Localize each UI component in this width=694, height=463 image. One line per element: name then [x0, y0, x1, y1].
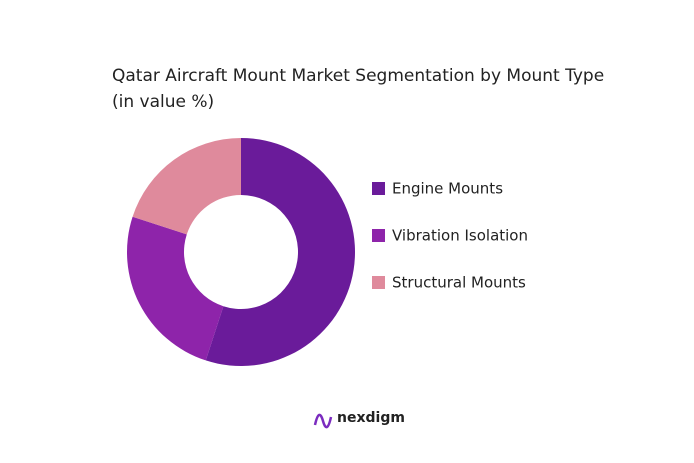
- donut-slice: [126, 216, 224, 361]
- legend-swatch: [372, 276, 385, 289]
- logo-text: nexdigm: [337, 410, 405, 426]
- legend-label: Vibration Isolation: [392, 227, 528, 245]
- legend-label: Structural Mounts: [392, 274, 526, 292]
- donut-slice: [132, 138, 241, 235]
- chart-title-line-1: Qatar Aircraft Mount Market Segmentation…: [112, 66, 604, 112]
- logo: nexdigm: [313, 410, 405, 429]
- donut-slice: [205, 138, 355, 366]
- legend-label: Engine Mounts: [392, 180, 503, 198]
- legend-swatch: [372, 182, 385, 195]
- legend-swatch: [372, 229, 385, 242]
- logo-icon: [313, 413, 333, 429]
